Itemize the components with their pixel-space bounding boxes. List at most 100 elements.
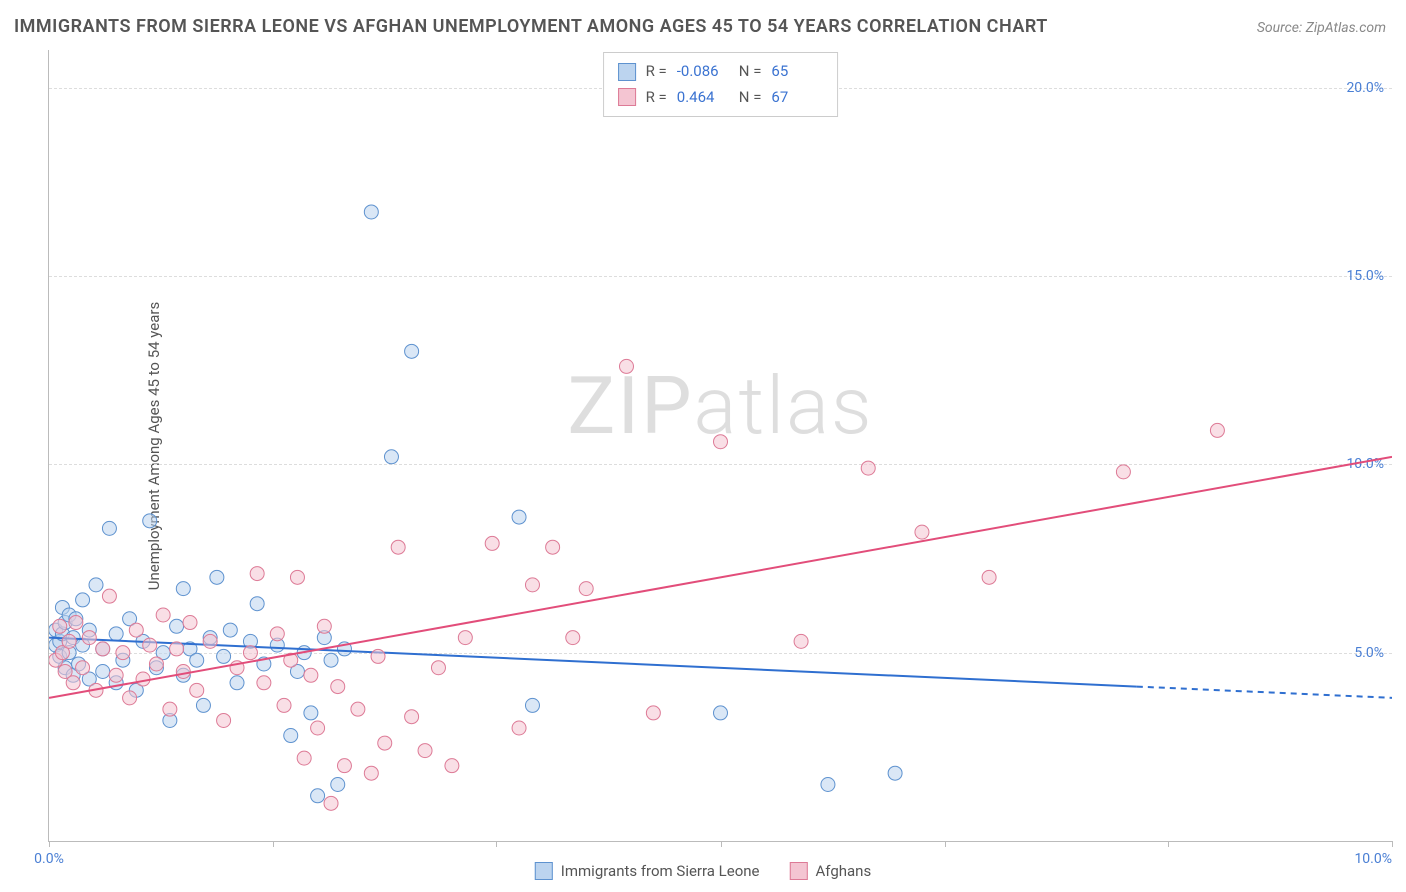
scatter-point xyxy=(217,713,231,727)
scatter-point xyxy=(210,570,224,584)
trend-line xyxy=(49,457,1392,698)
scatter-point xyxy=(458,631,472,645)
scatter-point xyxy=(311,789,325,803)
scatter-point xyxy=(324,796,338,810)
scatter-point xyxy=(109,668,123,682)
r-value: 0.464 xyxy=(677,85,729,111)
chart-title: IMMIGRANTS FROM SIERRA LEONE VS AFGHAN U… xyxy=(14,16,1048,37)
scatter-point xyxy=(223,623,237,637)
scatter-point xyxy=(525,578,539,592)
scatter-point xyxy=(317,619,331,633)
scatter-point xyxy=(337,759,351,773)
scatter-point xyxy=(230,676,244,690)
scatter-point xyxy=(270,627,284,641)
x-tick xyxy=(1392,841,1393,847)
n-value: 65 xyxy=(771,59,823,85)
scatter-point xyxy=(331,778,345,792)
scatter-point xyxy=(203,634,217,648)
scatter-point xyxy=(96,642,110,656)
scatter-point xyxy=(418,744,432,758)
scatter-point xyxy=(53,619,67,633)
scatter-point xyxy=(364,766,378,780)
scatter-point xyxy=(190,683,204,697)
scatter-point xyxy=(170,642,184,656)
scatter-point xyxy=(378,736,392,750)
scatter-point xyxy=(183,616,197,630)
x-tick xyxy=(496,841,497,847)
scatter-point xyxy=(364,205,378,219)
legend-label: Immigrants from Sierra Leone xyxy=(561,862,760,880)
scatter-point xyxy=(512,510,526,524)
scatter-point xyxy=(250,597,264,611)
scatter-point xyxy=(170,619,184,633)
scatter-point xyxy=(714,706,728,720)
series-swatch xyxy=(618,88,636,106)
n-value: 67 xyxy=(771,85,823,111)
n-label: N = xyxy=(739,85,762,111)
scatter-point xyxy=(196,698,210,712)
scatter-point xyxy=(485,536,499,550)
scatter-point xyxy=(391,540,405,554)
scatter-point xyxy=(89,578,103,592)
x-tick-label: 10.0% xyxy=(1354,851,1392,867)
scatter-point xyxy=(176,582,190,596)
chart-area: 5.0%10.0%15.0%20.0% 0.0%10.0% R =-0.086N… xyxy=(48,50,1392,842)
scatter-point xyxy=(102,589,116,603)
scatter-point xyxy=(304,706,318,720)
scatter-point xyxy=(324,653,338,667)
series-swatch xyxy=(790,862,808,880)
scatter-point xyxy=(512,721,526,735)
r-label: R = xyxy=(646,85,667,111)
scatter-point xyxy=(149,657,163,671)
scatter-point xyxy=(646,706,660,720)
stats-legend: R =-0.086N =65R =0.464N =67 xyxy=(603,52,839,117)
legend-label: Afghans xyxy=(816,862,872,880)
scatter-point xyxy=(257,676,271,690)
x-tick xyxy=(721,841,722,847)
stats-row: R = 0.464 N = 67 xyxy=(618,85,824,111)
x-tick xyxy=(1168,841,1169,847)
legend-item: Immigrants from Sierra Leone xyxy=(535,862,760,880)
scatter-point xyxy=(76,593,90,607)
scatter-point xyxy=(284,729,298,743)
scatter-point xyxy=(96,665,110,679)
scatter-point xyxy=(888,766,902,780)
scatter-point xyxy=(525,698,539,712)
scatter-point xyxy=(351,702,365,716)
scatter-point xyxy=(297,751,311,765)
r-label: R = xyxy=(646,59,667,85)
scatter-point xyxy=(116,646,130,660)
scatter-point xyxy=(176,665,190,679)
x-tick xyxy=(945,841,946,847)
scatter-point xyxy=(143,514,157,528)
scatter-point xyxy=(66,676,80,690)
scatter-point xyxy=(76,661,90,675)
scatter-point xyxy=(123,691,137,705)
series-legend: Immigrants from Sierra Leone Afghans xyxy=(535,862,871,880)
scatter-point xyxy=(190,653,204,667)
legend-item: Afghans xyxy=(790,862,872,880)
x-tick xyxy=(49,841,50,847)
scatter-point xyxy=(1116,465,1130,479)
scatter-point xyxy=(129,623,143,637)
x-tick xyxy=(273,841,274,847)
scatter-point xyxy=(331,680,345,694)
scatter-point xyxy=(82,631,96,645)
scatter-point xyxy=(915,525,929,539)
scatter-plot xyxy=(49,50,1392,841)
scatter-point xyxy=(431,661,445,675)
scatter-point xyxy=(136,672,150,686)
scatter-point xyxy=(371,649,385,663)
scatter-point xyxy=(290,570,304,584)
scatter-point xyxy=(277,698,291,712)
source-label: Source: ZipAtlas.com xyxy=(1257,20,1386,36)
scatter-point xyxy=(579,582,593,596)
scatter-point xyxy=(102,521,116,535)
scatter-point xyxy=(156,608,170,622)
scatter-point xyxy=(714,435,728,449)
scatter-point xyxy=(405,344,419,358)
scatter-point xyxy=(311,721,325,735)
scatter-point xyxy=(566,631,580,645)
scatter-point xyxy=(217,649,231,663)
scatter-point xyxy=(794,634,808,648)
